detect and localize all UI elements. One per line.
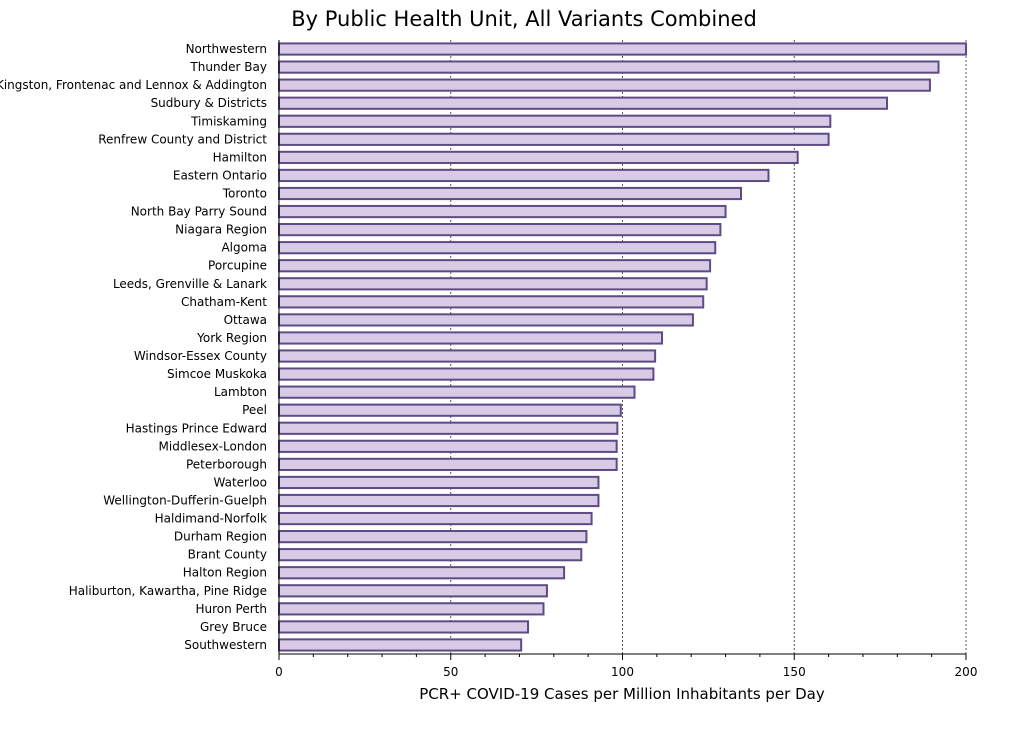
category-label: Ottawa — [224, 313, 267, 327]
bar — [278, 168, 770, 183]
bar — [278, 367, 655, 381]
x-tick-label: 200 — [955, 665, 978, 679]
bar — [278, 150, 799, 164]
category-label: Eastern Ontario — [173, 168, 267, 182]
bar — [278, 493, 600, 508]
bar — [278, 204, 727, 219]
category-label: Timiskaming — [190, 114, 267, 128]
bar-layer — [278, 42, 967, 652]
category-label: Halton Region — [183, 566, 267, 580]
bar — [278, 620, 530, 634]
bar — [278, 259, 712, 273]
category-label: Middlesex-London — [159, 439, 267, 453]
bar — [278, 223, 722, 237]
category-label: Haliburton, Kawartha, Pine Ridge — [69, 584, 267, 598]
bar — [278, 132, 830, 146]
category-label: Peel — [242, 403, 267, 417]
category-label: Grey Bruce — [200, 620, 267, 634]
bar — [278, 530, 588, 544]
category-label: Thunder Bay — [189, 60, 267, 74]
category-label: Peterborough — [186, 457, 267, 471]
category-label: North Bay Parry Sound — [131, 205, 267, 219]
bar — [278, 277, 708, 291]
category-label: York Region — [196, 331, 267, 345]
category-label-layer: Northwestern Thunder Bay Kingston, Fronten… — [0, 42, 267, 652]
bar — [278, 457, 618, 471]
bar — [278, 421, 619, 435]
category-label: Porcupine — [208, 259, 267, 273]
x-axis-label: PCR+ COVID-19 Cases per Million Inhabita… — [419, 685, 825, 703]
chart-title: By Public Health Unit, All Variants Comb… — [291, 7, 757, 31]
bar — [278, 439, 618, 453]
bar — [278, 186, 743, 201]
x-tick-label: 150 — [783, 665, 806, 679]
bar — [278, 548, 583, 562]
category-label: Hastings Prince Edward — [126, 421, 267, 435]
bar — [278, 566, 566, 580]
bar — [278, 241, 717, 255]
category-label: Southwestern — [184, 638, 267, 652]
bar — [278, 584, 548, 598]
grid-layer — [450, 40, 967, 654]
bar — [278, 331, 664, 345]
category-label: Wellington-Dufferin-Guelph — [103, 494, 267, 508]
category-label: Lambton — [214, 385, 267, 399]
category-label: Hamilton — [213, 150, 267, 164]
category-label: Algoma — [221, 241, 267, 255]
category-label: Chatham-Kent — [181, 295, 267, 309]
category-label: Windsor-Essex County — [134, 349, 267, 363]
bar — [278, 96, 888, 110]
category-label: Durham Region — [174, 530, 267, 544]
bar — [278, 385, 636, 399]
x-tick-label: 50 — [443, 665, 458, 679]
bar — [278, 78, 931, 92]
bar — [278, 349, 657, 363]
bar — [278, 295, 705, 309]
bar — [278, 638, 523, 652]
x-tick-label: 0 — [275, 665, 283, 679]
category-label: Sudbury & Districts — [151, 96, 267, 110]
bar — [278, 602, 545, 616]
category-label: Waterloo — [214, 475, 268, 489]
bar — [278, 475, 600, 490]
category-label: Leeds, Grenville & Lanark — [113, 277, 267, 291]
bar — [278, 511, 593, 526]
category-label: Brant County — [188, 548, 267, 562]
bar — [278, 42, 967, 56]
category-label: Northwestern — [186, 42, 267, 56]
bar — [278, 60, 940, 74]
category-label: Toronto — [222, 187, 267, 201]
category-label: Simcoe Muskoka — [167, 367, 267, 381]
bar — [278, 403, 622, 417]
x-tick-label: 100 — [611, 665, 634, 679]
category-label: Kingston, Frontenac and Lennox & Addingt… — [0, 78, 267, 92]
x-axis: 0 50 100 150 200 — [275, 40, 977, 679]
category-label: Renfrew County and District — [98, 132, 267, 146]
category-label: Huron Perth — [196, 602, 268, 616]
category-label: Niagara Region — [175, 223, 267, 237]
bar — [278, 313, 694, 327]
category-label: Haldimand-Norfolk — [155, 512, 267, 526]
bar — [278, 114, 832, 128]
